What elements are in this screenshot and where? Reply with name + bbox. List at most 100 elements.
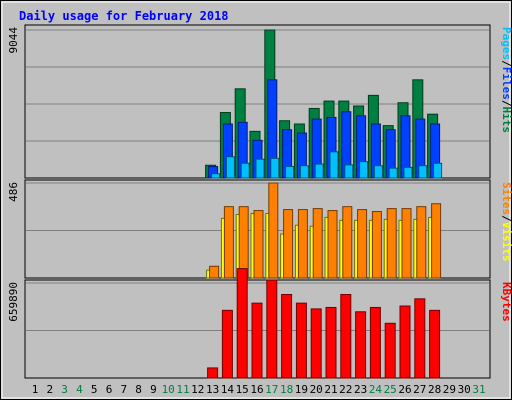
day-label-17: 17 [265, 383, 278, 396]
x-axis-day-labels: 1 2 3 4 5 6 7 8 9 10 11 12 13 14 15 16 17 18 19 20 21 22 23 24 2… [32, 383, 486, 396]
day-label-8: 8 [135, 383, 142, 396]
bar-kbytes-day-13 [207, 367, 219, 379]
bar-pages-day-21 [329, 151, 339, 179]
day-label-23: 23 [354, 383, 367, 396]
bar-sites-day-13 [209, 265, 220, 279]
day-label-31: 31 [472, 383, 485, 396]
bar-pages-day-25 [388, 167, 398, 179]
bar-sites-day-19 [297, 209, 308, 279]
legend-entry-sites: Sites [500, 182, 512, 215]
day-label-21: 21 [324, 383, 337, 396]
bar-kbytes-day-23 [355, 311, 367, 379]
bar-sites-day-15 [238, 206, 249, 279]
bar-pages-day-14 [225, 156, 235, 179]
day-label-29: 29 [443, 383, 456, 396]
bar-pages-day-22 [344, 164, 354, 179]
bar-kbytes-day-18 [281, 294, 293, 379]
bar-kbytes-day-21 [325, 306, 337, 379]
legend-separator: / [500, 60, 512, 67]
legend: Pages/Files/Hits [500, 27, 512, 133]
day-label-13: 13 [206, 383, 219, 396]
bar-pages-day-23 [359, 161, 369, 179]
day-label-26: 26 [398, 383, 411, 396]
bar-kbytes-day-26 [399, 305, 411, 379]
bar-sites-day-21 [327, 210, 338, 279]
day-label-3: 3 [61, 383, 68, 396]
day-label-30: 30 [458, 383, 471, 396]
bar-kbytes-day-17 [266, 279, 278, 379]
bar-sites-day-25 [386, 208, 397, 279]
bar-sites-day-17 [268, 182, 279, 279]
panel-kbytes: 659890 KBytes [7, 268, 512, 379]
day-label-6: 6 [106, 383, 113, 396]
bar-kbytes-day-27 [414, 298, 426, 379]
bar-kbytes-day-25 [384, 322, 396, 379]
legend: KBytes [500, 282, 512, 322]
bar-pages-day-20 [314, 163, 324, 179]
bar-pages-day-17 [270, 157, 280, 179]
bar-pages-day-26 [403, 166, 413, 179]
day-label-9: 9 [150, 383, 157, 396]
bar-pages-day-15 [240, 162, 250, 179]
legend: Sites/Visits [500, 182, 512, 262]
series-kbytes [207, 268, 441, 379]
chart-title: Daily usage for February 2018 [19, 9, 229, 23]
day-label-15: 15 [236, 383, 249, 396]
bar-kbytes-day-28 [429, 309, 441, 379]
day-label-16: 16 [250, 383, 263, 396]
bar-pages-day-18 [285, 166, 295, 179]
bar-pages-day-13 [211, 173, 221, 179]
bar-kbytes-day-24 [369, 306, 381, 379]
day-label-20: 20 [310, 383, 323, 396]
bar-sites-day-28 [431, 203, 442, 279]
y-max-label: 486 [7, 182, 20, 202]
day-label-22: 22 [339, 383, 352, 396]
bar-sites-day-26 [401, 208, 412, 279]
legend-entry-kbytes: KBytes [500, 282, 512, 322]
bar-sites-day-23 [357, 209, 368, 279]
y-max-label: 659890 [7, 282, 20, 322]
bar-sites-day-14 [223, 206, 234, 279]
bar-sites-day-20 [312, 208, 323, 279]
legend-entry-visits: Visits [500, 222, 512, 262]
bar-sites-day-22 [342, 206, 353, 279]
day-label-24: 24 [369, 383, 383, 396]
panel-hits-files-pages: 9044 Pages/Files/Hits [7, 24, 512, 179]
day-label-28: 28 [428, 383, 441, 396]
day-label-2: 2 [46, 383, 53, 396]
day-label-12: 12 [191, 383, 204, 396]
day-label-5: 5 [91, 383, 98, 396]
bar-pages-day-16 [255, 158, 265, 179]
series-pages [211, 151, 443, 179]
legend-entry-hits: Hits [500, 107, 512, 134]
day-label-14: 14 [221, 383, 235, 396]
y-max-label: 9044 [7, 27, 20, 54]
panel-visits-sites: 486 Sites/Visits [7, 179, 512, 279]
legend-entry-files: Files [500, 67, 512, 100]
bar-kbytes-day-19 [295, 302, 307, 379]
bar-sites-day-27 [416, 206, 427, 279]
legend-separator: / [500, 215, 512, 222]
bar-sites-day-18 [283, 209, 294, 279]
bar-pages-day-28 [433, 162, 443, 179]
day-label-11: 11 [176, 383, 189, 396]
legend-entry-pages: Pages [500, 27, 512, 60]
day-label-18: 18 [280, 383, 293, 396]
bar-pages-day-27 [418, 165, 428, 179]
bar-sites-day-16 [253, 210, 264, 279]
bar-sites-day-24 [371, 211, 382, 279]
day-label-10: 10 [162, 383, 175, 396]
bar-kbytes-day-20 [310, 308, 322, 379]
legend-separator: / [500, 100, 512, 107]
series-sites [209, 182, 442, 279]
bar-kbytes-day-22 [340, 294, 352, 379]
day-label-25: 25 [384, 383, 397, 396]
day-label-1: 1 [32, 383, 39, 396]
bar-kbytes-day-14 [221, 309, 233, 379]
bar-kbytes-day-15 [236, 268, 248, 379]
day-label-27: 27 [413, 383, 426, 396]
bar-pages-day-19 [299, 165, 309, 179]
